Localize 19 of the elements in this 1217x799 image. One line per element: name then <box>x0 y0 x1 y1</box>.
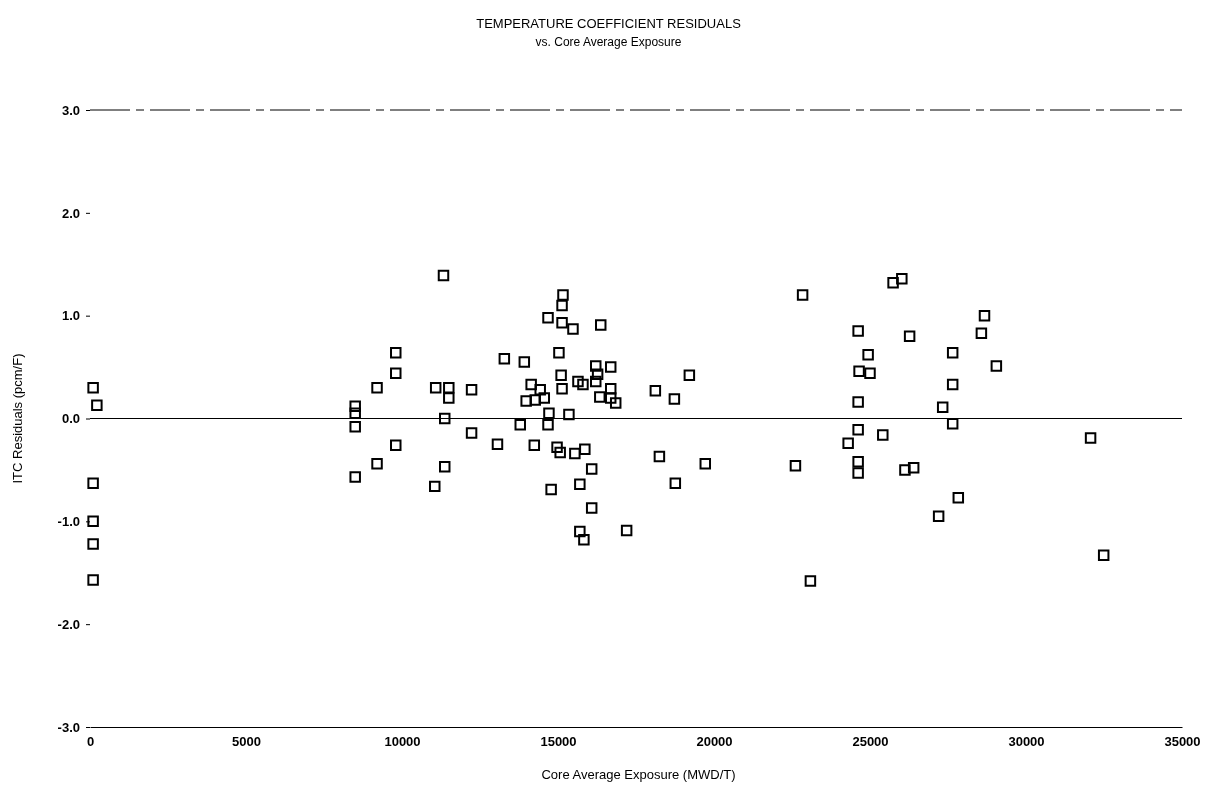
x-tick-label: 5000 <box>232 734 261 750</box>
y-tick-label: 1.0 <box>61 308 80 324</box>
y-axis-title: ITC Residuals (pcm/F) <box>10 353 25 484</box>
y-tick-label: 3.0 <box>61 102 80 118</box>
y-tick-label: -3.0 <box>57 719 80 735</box>
x-tick-label: 20000 <box>696 734 733 750</box>
x-tick-label: 15000 <box>540 734 577 750</box>
x-tick-label: 30000 <box>1008 734 1045 750</box>
x-tick-label: 10000 <box>384 734 421 750</box>
chart-subtitle: vs. Core Average Exposure <box>535 35 682 49</box>
y-tick-label: 2.0 <box>61 205 80 221</box>
x-tick-label: 0 <box>86 734 95 750</box>
x-tick-label: 35000 <box>1164 734 1201 750</box>
x-tick-label: 25000 <box>852 734 889 750</box>
x-axis-title: Core Average Exposure (MWD/T) <box>541 767 736 782</box>
chart-title: TEMPERATURE COEFFICIENT RESIDUALS <box>476 16 742 31</box>
y-tick-label: -2.0 <box>57 616 80 632</box>
y-tick-label: -1.0 <box>57 513 80 529</box>
y-tick-label: 0.0 <box>61 411 80 427</box>
